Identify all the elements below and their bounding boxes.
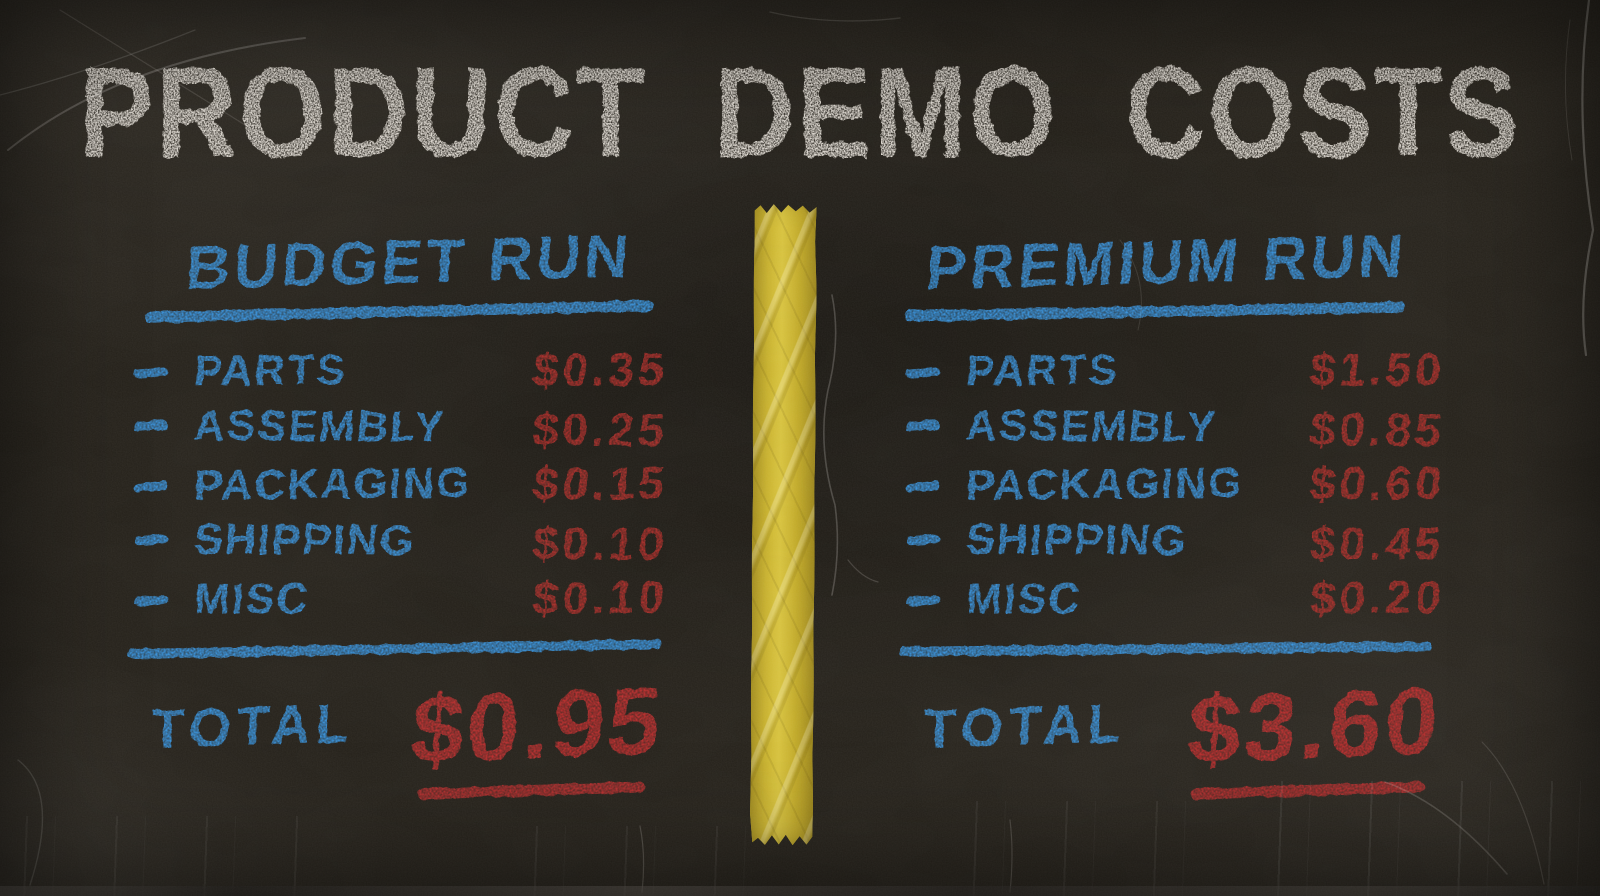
table-row: PARTS $0.35: [128, 340, 671, 402]
table-row: PARTS $1.50: [900, 340, 1448, 402]
premium-total-row: TOTAL $3.60: [900, 668, 1445, 800]
dash-bullet-icon: [133, 594, 169, 607]
item-price: $0.10: [530, 516, 671, 570]
item-label: MISC: [964, 574, 1084, 624]
item-price: $0.20: [1307, 570, 1448, 624]
premium-item-list: PARTS $1.50 ASSEMBLY $0.85 PACKAGING $0.…: [900, 340, 1448, 630]
item-label: MISC: [192, 574, 312, 624]
item-price: $0.35: [530, 342, 671, 396]
table-row: PACKAGING $0.15: [128, 454, 671, 516]
budget-header-underline: [145, 300, 655, 323]
table-row: MISC $0.20: [900, 568, 1448, 630]
table-row: ASSEMBLY $0.25: [128, 397, 671, 458]
dash-bullet-icon: [133, 533, 169, 546]
dash-bullet-icon: [133, 366, 169, 379]
budget-total-row: TOTAL $0.95: [128, 668, 668, 800]
item-price: $0.15: [530, 456, 671, 510]
table-row: MISC $0.10: [128, 568, 671, 630]
premium-column: PREMIUM RUN PARTS $1.50 ASSEMBLY $0.85 P…: [899, 221, 1448, 800]
table-row: SHIPPING $0.45: [900, 511, 1448, 572]
table-row: SHIPPING $0.10: [128, 511, 671, 572]
item-label: PARTS: [192, 346, 349, 396]
item-label: PACKAGING: [964, 459, 1246, 510]
table-row: PACKAGING $0.60: [900, 454, 1448, 516]
premium-column-header: PREMIUM RUN: [923, 220, 1410, 303]
total-label: TOTAL: [149, 691, 356, 761]
budget-total: $0.95: [408, 668, 667, 800]
item-price: $0.60: [1307, 456, 1448, 510]
dash-bullet-icon: [905, 594, 941, 607]
masking-tape-divider: [750, 203, 817, 845]
total-value: $3.60: [1184, 667, 1445, 785]
budget-item-list: PARTS $0.35 ASSEMBLY $0.25 PACKAGING $0.…: [128, 340, 671, 630]
dash-bullet-icon: [905, 533, 941, 546]
page-title: PRODUCT DEMO COSTS: [79, 41, 1521, 184]
dash-bullet-icon: [905, 419, 941, 432]
item-label: ASSEMBLY: [192, 401, 447, 452]
dash-bullet-icon: [905, 366, 941, 379]
item-label: ASSEMBLY: [964, 401, 1219, 452]
premium-total-divider-line: [899, 641, 1433, 657]
total-value: $0.95: [407, 667, 668, 785]
item-label: PACKAGING: [192, 459, 474, 510]
item-price: $0.10: [530, 570, 671, 624]
total-label: TOTAL: [921, 691, 1128, 761]
item-label: SHIPPING: [964, 515, 1190, 566]
item-price: $0.25: [530, 402, 671, 456]
item-price: $1.50: [1307, 342, 1448, 396]
dash-bullet-icon: [905, 480, 941, 493]
item-label: PARTS: [964, 346, 1121, 396]
dash-bullet-icon: [133, 419, 169, 432]
budget-total-divider-line: [127, 638, 663, 660]
table-row: ASSEMBLY $0.85: [900, 397, 1448, 458]
premium-total: $3.60: [1185, 668, 1444, 800]
item-label: SHIPPING: [192, 515, 418, 566]
premium-header-underline: [903, 301, 1407, 322]
item-price: $0.85: [1307, 402, 1448, 456]
budget-column-header: BUDGET RUN: [183, 221, 636, 302]
dash-bullet-icon: [133, 480, 169, 493]
item-price: $0.45: [1307, 516, 1448, 570]
budget-column: BUDGET RUN PARTS $0.35 ASSEMBLY $0.25 PA…: [127, 221, 671, 800]
